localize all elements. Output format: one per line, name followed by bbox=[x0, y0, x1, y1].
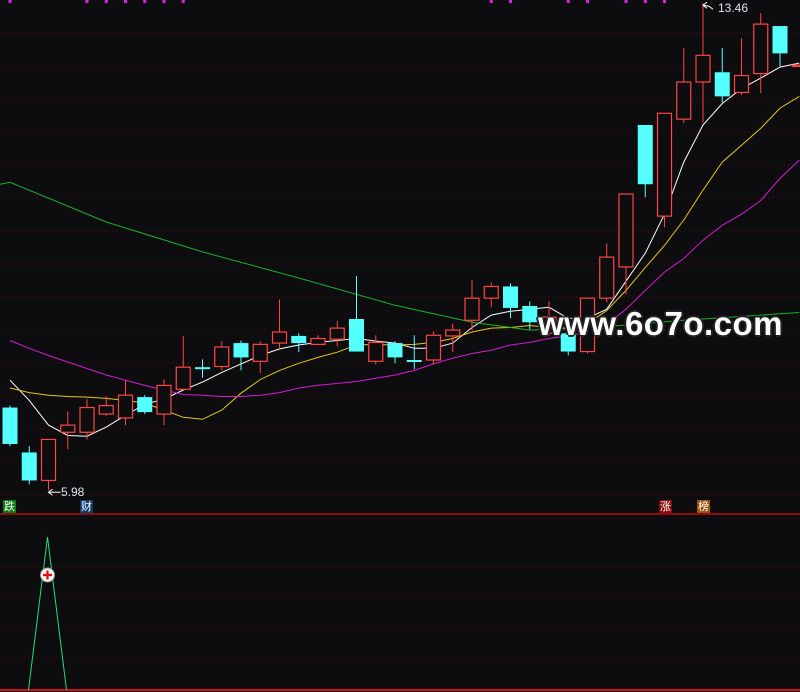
top-marker bbox=[509, 0, 512, 3]
candle-up bbox=[329, 327, 345, 340]
top-marker bbox=[143, 0, 147, 3]
candle-down bbox=[714, 72, 730, 97]
candle-down bbox=[233, 343, 249, 358]
die-badge[interactable]: 跌 bbox=[3, 500, 16, 513]
top-marker bbox=[624, 0, 628, 3]
candle-up bbox=[791, 64, 800, 68]
candle-up bbox=[541, 316, 557, 334]
candle-up bbox=[676, 81, 692, 120]
candle-up bbox=[368, 341, 384, 362]
candle-up bbox=[40, 438, 57, 482]
candle-up bbox=[79, 406, 95, 433]
ma20-line bbox=[9, 159, 800, 397]
candle-up bbox=[252, 343, 268, 362]
candle-down bbox=[195, 367, 210, 370]
candle-up bbox=[618, 193, 634, 268]
candle-up bbox=[483, 285, 499, 299]
candle-up bbox=[98, 404, 114, 415]
candle-down bbox=[137, 397, 153, 413]
candle-up bbox=[175, 366, 191, 390]
candle-down bbox=[291, 335, 307, 344]
candle-up bbox=[117, 394, 134, 419]
low-price-label: 5.98 bbox=[61, 485, 85, 499]
top-marker bbox=[85, 0, 89, 3]
candle-up bbox=[425, 334, 442, 361]
zhang-badge[interactable]: 涨 bbox=[659, 500, 672, 513]
top-marker bbox=[489, 0, 493, 3]
candle-up bbox=[464, 297, 480, 321]
plus-icon bbox=[43, 570, 52, 580]
top-marker bbox=[124, 0, 127, 3]
top-marker bbox=[104, 0, 108, 3]
candle-down bbox=[503, 286, 518, 308]
candle-up bbox=[310, 337, 326, 345]
candle-down bbox=[349, 318, 364, 352]
candle-up bbox=[60, 424, 76, 433]
cai-badge[interactable]: 财 bbox=[80, 500, 93, 513]
high-arrow bbox=[702, 4, 714, 10]
ma10-line bbox=[9, 95, 800, 420]
top-marker bbox=[8, 0, 12, 3]
candle-down bbox=[772, 26, 788, 54]
candle-up bbox=[579, 297, 596, 353]
indicator-signal-line bbox=[28, 536, 67, 691]
top-marker bbox=[586, 0, 589, 3]
candle-up bbox=[599, 256, 615, 299]
candle-up bbox=[271, 331, 288, 344]
top-marker bbox=[643, 0, 647, 3]
top-marker bbox=[566, 0, 570, 3]
candle-down bbox=[21, 452, 37, 481]
candle-down bbox=[560, 333, 576, 352]
candle-down bbox=[387, 343, 403, 358]
candle-up bbox=[733, 74, 750, 94]
candle-up bbox=[214, 346, 230, 368]
low-arrow-head bbox=[47, 488, 53, 496]
candle-down bbox=[522, 305, 538, 323]
watermark: www.6o7o.com bbox=[538, 305, 783, 342]
high-arrow-head bbox=[702, 1, 708, 9]
candle-up bbox=[445, 329, 461, 337]
candle-down bbox=[406, 360, 422, 363]
candle-down bbox=[2, 407, 18, 444]
candle-up bbox=[656, 112, 673, 217]
top-marker bbox=[663, 0, 666, 3]
ma60-line bbox=[0, 181, 800, 331]
candle-up bbox=[156, 384, 172, 415]
high-price-label: 13.46 bbox=[718, 1, 749, 15]
top-marker bbox=[181, 0, 185, 3]
bang-badge[interactable]: 榜 bbox=[697, 500, 710, 513]
candle-up bbox=[695, 54, 711, 83]
candle-up bbox=[753, 23, 769, 75]
top-marker bbox=[162, 0, 166, 3]
candle-down bbox=[637, 124, 653, 185]
